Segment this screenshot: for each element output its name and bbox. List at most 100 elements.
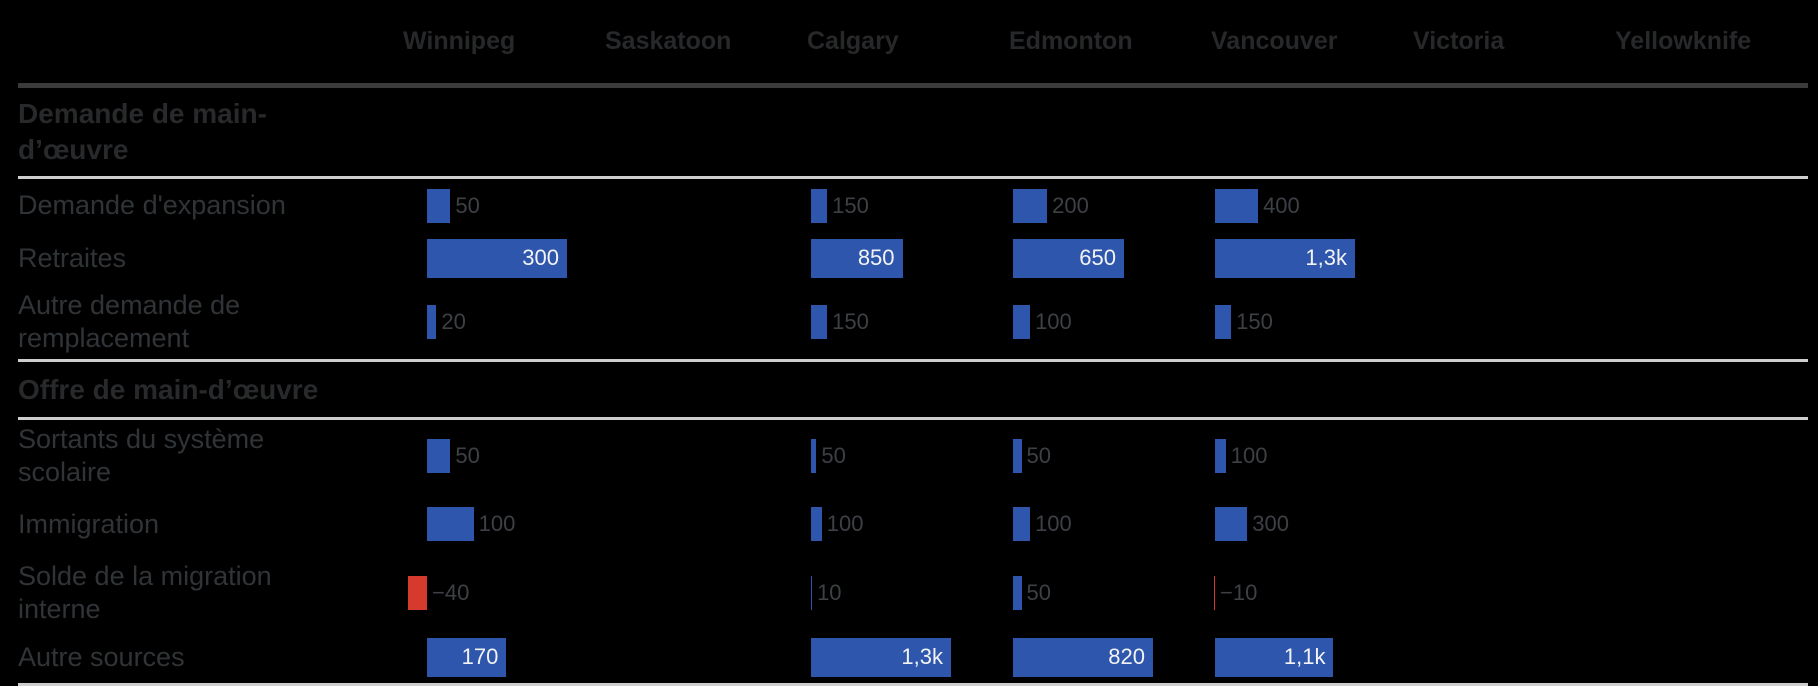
bar-value-label: 50 — [455, 443, 480, 468]
bar-vancouver: 1,3k — [1215, 238, 1355, 278]
bar-edmonton: 650 — [1013, 238, 1124, 278]
bar-value-label: 400 — [1263, 192, 1300, 218]
table-row: Immigration 100 100 100 300 — [0, 492, 1818, 556]
bar-baseline: −10 — [1213, 576, 1258, 610]
negative-bar-vancouver — [1213, 576, 1215, 610]
bar-edmonton: 820 — [1013, 637, 1153, 677]
cell-calgary: 50 — [807, 420, 1009, 492]
cell-victoria — [1413, 630, 1615, 684]
cell-calgary: 1,3k — [807, 630, 1009, 684]
row-label-text: Autre sources — [18, 641, 185, 672]
cell-winnipeg: 300 — [403, 232, 605, 284]
cell-saskatoon — [605, 630, 807, 684]
column-header-edmonton: Edmonton — [1009, 27, 1133, 55]
bottom-divider-line — [18, 683, 1808, 686]
bar-value-label: 150 — [1236, 308, 1273, 334]
cell-edmonton: 100 — [1009, 492, 1211, 556]
bar-value-label: 150 — [832, 192, 869, 218]
column-header-row: Winnipeg Saskatoon Calgary Edmonton Vancouve… — [0, 0, 1818, 83]
row-label-text: Retraites — [18, 242, 127, 273]
bar-calgary — [811, 576, 813, 610]
bar-vancouver — [1215, 439, 1226, 473]
bar-baseline: 1,3k — [811, 637, 951, 677]
table-row: Solde de la migration interne −40 10 50 −10 — [0, 556, 1818, 630]
bar-value-label: 100 — [478, 511, 516, 536]
bar-baseline: 50 — [1013, 576, 1051, 610]
row-label-text: Demande d'expansion — [18, 190, 286, 220]
cell-vancouver: 300 — [1211, 492, 1413, 556]
cell-edmonton: 650 — [1009, 232, 1211, 284]
bar-baseline: 150 — [811, 188, 869, 223]
bar-baseline: 850 — [811, 238, 903, 278]
row-cells: −40 10 50 −10 — [403, 556, 1817, 630]
cell-vancouver: 400 — [1211, 179, 1413, 232]
column-headers: Winnipeg Saskatoon Calgary Edmonton Vancouve… — [403, 27, 1817, 56]
bar-edmonton — [1013, 507, 1031, 541]
cell-edmonton: 50 — [1009, 420, 1211, 492]
bar-baseline: 100 — [811, 507, 863, 541]
row-label: Solde de la migration interne — [0, 560, 403, 626]
bar-value-label: 50 — [1026, 443, 1052, 468]
cell-calgary: 10 — [807, 556, 1009, 630]
cell-yellowknife — [1615, 630, 1817, 684]
column-header-yellowknife: Yellowknife — [1615, 27, 1752, 55]
row-cells: 50 150 200 400 — [403, 179, 1817, 232]
bar-value-label: 100 — [1035, 308, 1072, 334]
row-label: Demande d'expansion — [0, 189, 403, 222]
bar-baseline: 820 — [1013, 637, 1153, 677]
row-cells: 100 100 100 300 — [403, 492, 1817, 556]
bar-value-label: 650 — [1079, 245, 1116, 270]
bar-baseline: 100 — [1013, 507, 1072, 541]
bar-calgary: 1,3k — [811, 637, 951, 677]
row-cells: 170 1,3k 820 1,1k — [403, 630, 1817, 684]
table-row: Retraites 300 850 650 1,3k — [0, 232, 1818, 284]
cell-yellowknife — [1615, 492, 1817, 556]
row-label-text: Immigration — [18, 508, 160, 539]
bar-value-label: 300 — [1252, 511, 1290, 536]
column-header-calgary: Calgary — [807, 27, 899, 55]
bar-baseline: 50 — [811, 439, 846, 473]
cell-vancouver: 150 — [1211, 284, 1413, 359]
bar-baseline: 150 — [1215, 304, 1273, 339]
bar-value-label: 50 — [1026, 580, 1052, 605]
bar-baseline: 100 — [1013, 304, 1072, 339]
table-row: Demande d'expansion 50 150 200 400 — [0, 179, 1818, 232]
bar-value-label: 1,1k — [1283, 644, 1326, 669]
row-label-text: Solde de la migration interne — [18, 561, 272, 624]
cell-saskatoon — [605, 284, 807, 359]
bar-value-label: 50 — [455, 192, 480, 218]
cell-victoria — [1413, 232, 1615, 284]
bar-vancouver — [1215, 188, 1259, 223]
cell-edmonton: 50 — [1009, 556, 1211, 630]
bar-winnipeg — [427, 507, 474, 541]
bar-baseline: 100 — [427, 507, 515, 541]
bar-winnipeg: 300 — [427, 238, 567, 278]
bar-baseline: 300 — [427, 238, 567, 278]
bar-baseline: 200 — [1013, 188, 1089, 223]
bar-calgary: 850 — [811, 238, 903, 278]
bar-baseline: 1,1k — [1215, 637, 1334, 677]
bar-value-label: −10 — [1220, 580, 1258, 605]
bar-calgary — [811, 439, 817, 473]
bar-value-label: 170 — [461, 644, 499, 669]
bar-baseline: 150 — [811, 304, 869, 339]
cell-saskatoon — [605, 492, 807, 556]
bar-value-label: 100 — [1230, 443, 1268, 468]
bar-baseline: 20 — [427, 304, 466, 339]
bar-baseline: 50 — [427, 439, 480, 473]
bar-value-label: 1,3k — [1305, 245, 1347, 270]
bar-baseline: 10 — [811, 576, 842, 610]
bar-calgary — [811, 507, 822, 541]
section-divider-line — [18, 176, 1808, 179]
cell-calgary: 150 — [807, 179, 1009, 232]
row-label: Immigration — [0, 508, 403, 541]
cell-saskatoon — [605, 232, 807, 284]
row-label-text: Sortants du système scolaire — [18, 424, 265, 487]
bar-winnipeg — [427, 439, 451, 473]
chart-body: Demande de main-d’œuvre Demande d'expansi… — [0, 88, 1818, 684]
section-divider-line — [18, 417, 1808, 420]
cell-vancouver: −10 — [1211, 556, 1413, 630]
bar-edmonton — [1013, 304, 1031, 339]
cell-winnipeg: 50 — [403, 420, 605, 492]
